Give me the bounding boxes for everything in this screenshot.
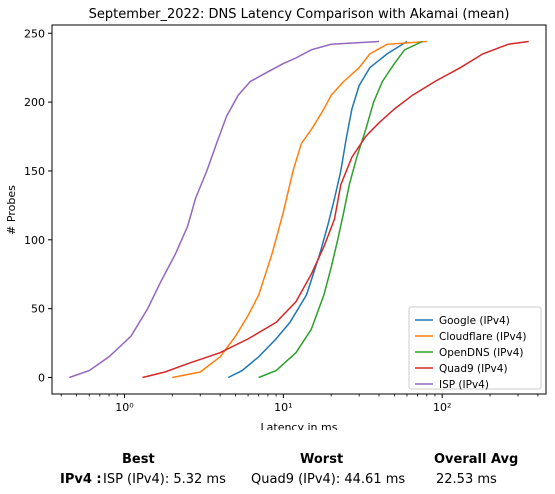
axes-frame: [51, 24, 547, 395]
summary-header-best: Best: [122, 452, 155, 467]
legend-box: [408, 306, 542, 390]
series-line-0: [227, 40, 408, 379]
y-axis-label: # Probes: [5, 185, 18, 235]
summary-worst-value: Quad9 (IPv4): 44.61 ms: [251, 472, 406, 487]
summary-best-value: ISP (IPv4): 5.32 ms: [103, 472, 226, 487]
legend-label-0: Google (IPv4): [439, 315, 510, 327]
chart-title: September_2022: DNS Latency Comparison w…: [89, 7, 510, 22]
x-axis-label: Latency in ms: [261, 421, 338, 430]
y-tick-label: 200: [24, 96, 45, 109]
y-tick-label: 0: [38, 371, 45, 384]
series-line-3: [142, 40, 529, 379]
summary-overall-avg-value: 22.53 ms: [436, 472, 497, 487]
summary-header-overall-avg: Overall Avg: [434, 452, 519, 467]
x-tick-label: 10⁰: [115, 401, 134, 414]
summary-row-label: IPv4 :: [60, 472, 102, 487]
legend: Google (IPv4) Cloudflare (IPv4) OpenDNS (I…: [408, 306, 542, 391]
plot-area: 10⁰ 10¹ 10² 0 50 100 150 200 250: [24, 27, 539, 414]
x-tick-label: 10¹: [274, 401, 292, 414]
y-tick-label: 150: [24, 165, 45, 178]
legend-label-1: Cloudflare (IPv4): [439, 331, 526, 343]
y-tick-label: 50: [31, 303, 45, 316]
x-tick-label: 10²: [433, 401, 451, 414]
latency-chart: September_2022: DNS Latency Comparison w…: [5, 7, 547, 430]
legend-label-4: ISP (IPv4): [439, 379, 489, 391]
y-tick-label: 100: [24, 234, 45, 247]
summary-header-worst: Worst: [300, 452, 344, 467]
y-tick-label: 250: [24, 27, 45, 40]
series-line-4: [69, 40, 380, 379]
series-line-1: [172, 40, 427, 379]
legend-label-2: OpenDNS (IPv4): [439, 347, 524, 359]
series-line-2: [258, 40, 423, 379]
legend-label-3: Quad9 (IPv4): [439, 363, 508, 375]
